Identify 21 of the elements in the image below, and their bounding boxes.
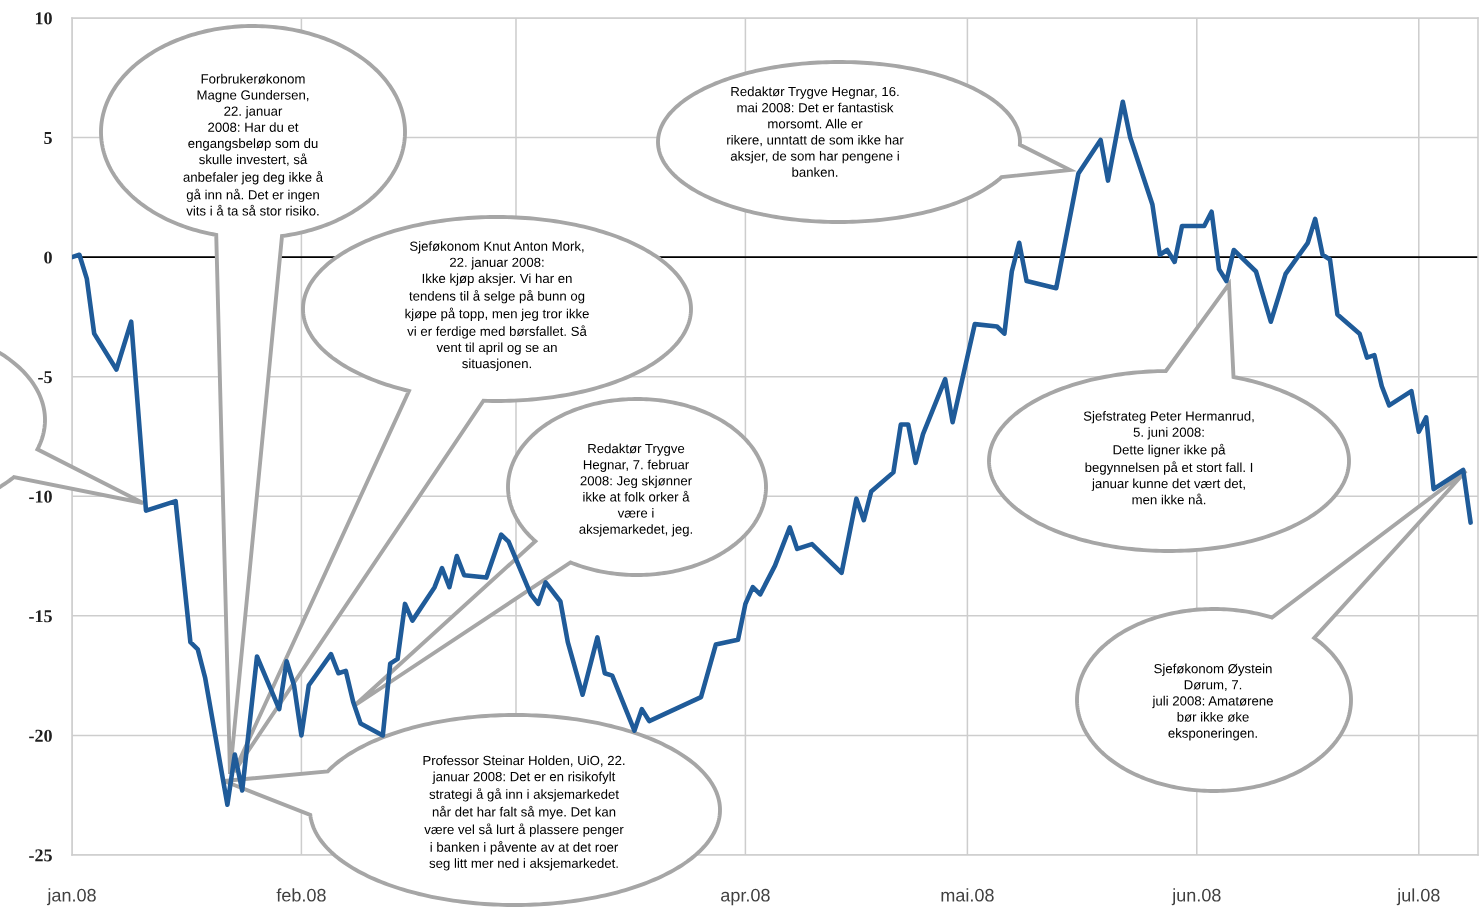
- y-tick-label: -25: [29, 849, 52, 862]
- y-tick-label: -15: [29, 610, 52, 623]
- y-tick-label: -10: [29, 490, 52, 503]
- y-tick-label: 5: [44, 132, 52, 145]
- annotation: Redaktør Trygve Hegnar, 7. februar 2008: Jeg skjønner ikke at folk orker å være i aksjemarkedet, jeg.: [579, 443, 692, 537]
- y-tick-label: -5: [38, 371, 52, 384]
- y-tick-label: 0: [44, 251, 52, 264]
- x-tick-label: jul.08: [1396, 888, 1440, 906]
- annotation: Professor Steinar Holden, UiO, 22. januar 2008: Det er en risikofylt strategi å gå inn i aksjemarkedet når det har falt så mye. Det kan være vel så lurt å plassere penger i banken i påvente av at det roer seg litt mer ned i aksjemarkedet.: [423, 755, 625, 871]
- x-tick-label: jan.08: [46, 888, 96, 906]
- x-tick-label: jun.08: [1171, 888, 1221, 906]
- x-tick-label: apr.08: [721, 888, 770, 906]
- annotation: Redaktør Trygve Hegnar, 16. mai 2008: Det er fantastisk morsomt. Alle er rikere, unntatt de som ikke har aksjer, de som har pengene i banken.: [727, 86, 904, 177]
- y-tick-label: 10: [35, 12, 52, 25]
- x-tick-label: feb.08: [276, 888, 326, 902]
- y-tick-label: -20: [29, 729, 52, 742]
- x-tick-label: mai.08: [941, 888, 994, 902]
- text: Forbrukerøkonom Magne Gundersen, 22. januar 2008: Har du et engangsbeløp som du skulle investert, så anbefaler jeg deg ikke å gå inn nå. Det er ingen vits i å ta så stor risiko.: [183, 73, 324, 216]
- annotation: Sjeføkonom Øystein Dørum, 7. juli 2008: Amatørene bør ikke øke eksponeringen.: [1152, 663, 1273, 741]
- annotation: Sjefstrateg Peter Hermanrud, 5. juni 2008: Dette ligner ikke på begynnelsen på et stort fall. I januar kunne det vært det, men ikke nå.: [1083, 411, 1254, 505]
- annotation: Sjeføkonom Knut Anton Mork, 22. januar 2008: Ikke kjøp aksjer. Vi har en tendens til å selge på bunn og kjøpe på topp, men jeg tror ikke vi er ferdige med børsfallet. Så vent til april og se an situasjonen.: [405, 241, 589, 371]
